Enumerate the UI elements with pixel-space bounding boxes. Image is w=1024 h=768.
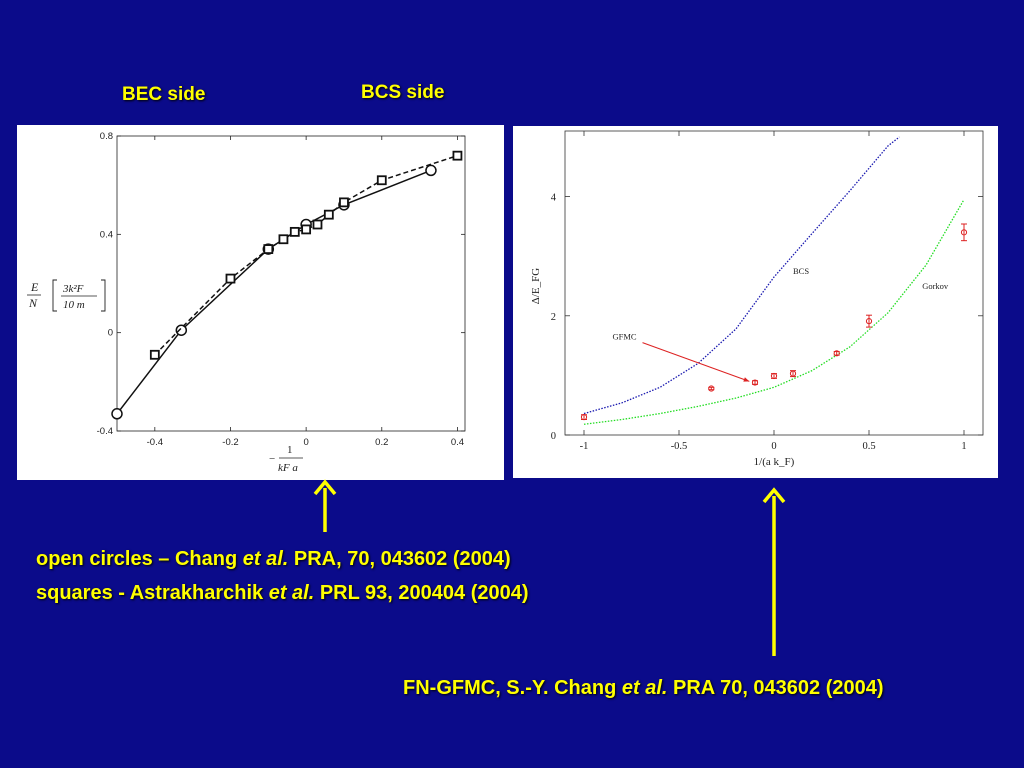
y-tick-label: 0	[108, 328, 113, 339]
square-marker	[452, 150, 463, 161]
citation-text: PRL 93, 200404 (2004)	[314, 582, 529, 604]
arrow-up-icon	[762, 487, 786, 656]
arrow-head-icon	[743, 377, 750, 382]
x-label-num: 1	[287, 444, 293, 456]
gfmc-point	[789, 370, 797, 377]
citation-squares: squares - Astrakharchik et al. PRL 93, 2…	[36, 582, 529, 605]
gap-chart-panel: -1 -0.5 0 0.5 1 0 2 4 1/(a k_F) Δ/E_FG BCS Gorkov GF…	[513, 126, 998, 478]
citation-text: et al.	[268, 582, 315, 604]
citation-text: et al.	[621, 677, 668, 699]
gfmc-point	[833, 350, 840, 357]
citation-text: squares - Astrakharchik	[36, 582, 269, 604]
x-tick-label: -1	[580, 441, 589, 452]
x-tick-label: -0.4	[147, 437, 163, 448]
x-label-den: kF a	[278, 462, 298, 474]
y-tick-label: 4	[551, 193, 557, 204]
annotation-gfmc: GFMC	[613, 332, 637, 342]
curve-bcs	[583, 136, 900, 415]
citation-text: et al.	[242, 548, 289, 570]
y-tick-label: 0	[551, 431, 556, 442]
square-marker	[312, 219, 323, 230]
citation-text: PRA 70, 043602 (2004)	[667, 677, 884, 699]
arrow-up-icon	[313, 479, 337, 532]
gfmc-point	[708, 385, 715, 392]
x-tick-label: 1	[961, 441, 966, 452]
energy-chart: -0.4 -0.2 0 0.2 0.4 -0.4 0 0.4 0.8 EN 3k²F 10 m −1 kF…	[27, 131, 466, 474]
square-marker	[225, 273, 236, 284]
x-tick-label: 0	[303, 437, 308, 448]
x-tick-label: 0.2	[375, 437, 388, 448]
citation-text: PRA, 70, 043602 (2004)	[288, 548, 511, 570]
citation-gfmc: FN-GFMC, S.-Y. Chang et al. PRA 70, 0436…	[403, 677, 884, 700]
plot-frame	[116, 135, 466, 432]
gfmc-point	[751, 379, 759, 386]
bec-side-label: BEC side	[122, 84, 206, 105]
x-axis-label: 1/(a k_F)	[754, 456, 795, 468]
plot-frame	[564, 130, 984, 436]
gap-chart: -1 -0.5 0 0.5 1 0 2 4 1/(a k_F) Δ/E_FG BCS Gorkov GF…	[530, 130, 984, 468]
citation-circles: open circles – Chang et al. PRA, 70, 043…	[36, 548, 511, 571]
x-tick-label: -0.5	[671, 441, 688, 452]
square-marker	[278, 234, 289, 245]
y-label-br-den: 10 m	[63, 299, 85, 311]
y-label-den: N	[28, 296, 38, 310]
square-marker	[323, 209, 334, 220]
square-marker	[289, 226, 300, 237]
y-label-num: E	[30, 280, 39, 294]
bcs-side-label: BCS side	[361, 82, 445, 103]
energy-chart-panel: -0.4 -0.2 0 0.2 0.4 -0.4 0 0.4 0.8 E N 3k²F 10 m −1 kF…	[17, 125, 504, 480]
citation-text: FN-GFMC, S.-Y. Chang	[403, 677, 622, 699]
y-tick-label: -0.4	[97, 426, 113, 437]
y-axis-label: Δ/E_FG	[530, 268, 542, 304]
circle-marker	[425, 164, 437, 177]
annotation-bcs: BCS	[793, 266, 809, 276]
gfmc-point	[580, 414, 588, 421]
x-tick-label: -0.2	[222, 437, 238, 448]
y-tick-label: 0.4	[100, 229, 113, 240]
y-tick-label: 0.8	[100, 131, 113, 142]
annotation-gorkov: Gorkov	[922, 281, 949, 291]
y-label-bracket	[52, 279, 57, 312]
gfmc-point	[865, 318, 873, 325]
citation-text: open circles – Chang	[36, 548, 243, 570]
curve-gorkov	[583, 199, 965, 425]
square-marker	[339, 197, 349, 208]
circle-marker	[111, 408, 123, 420]
x-label-sign: −	[269, 453, 275, 465]
series-line	[154, 154, 458, 356]
square-marker	[301, 224, 312, 235]
square-marker	[149, 349, 160, 360]
y-tick-label: 2	[551, 312, 556, 323]
y-label-bracket	[101, 279, 106, 312]
square-marker	[263, 244, 274, 254]
gfmc-point	[770, 372, 778, 380]
y-label-br-num: 3k²F	[62, 283, 84, 295]
x-tick-label: 0	[771, 441, 776, 452]
annotation-arrow	[642, 342, 750, 382]
x-tick-label: 0.5	[862, 441, 875, 452]
gfmc-point	[960, 229, 968, 236]
x-tick-label: 0.4	[451, 437, 464, 448]
circle-marker	[175, 324, 188, 336]
square-marker	[376, 175, 387, 186]
series-line	[116, 169, 432, 415]
